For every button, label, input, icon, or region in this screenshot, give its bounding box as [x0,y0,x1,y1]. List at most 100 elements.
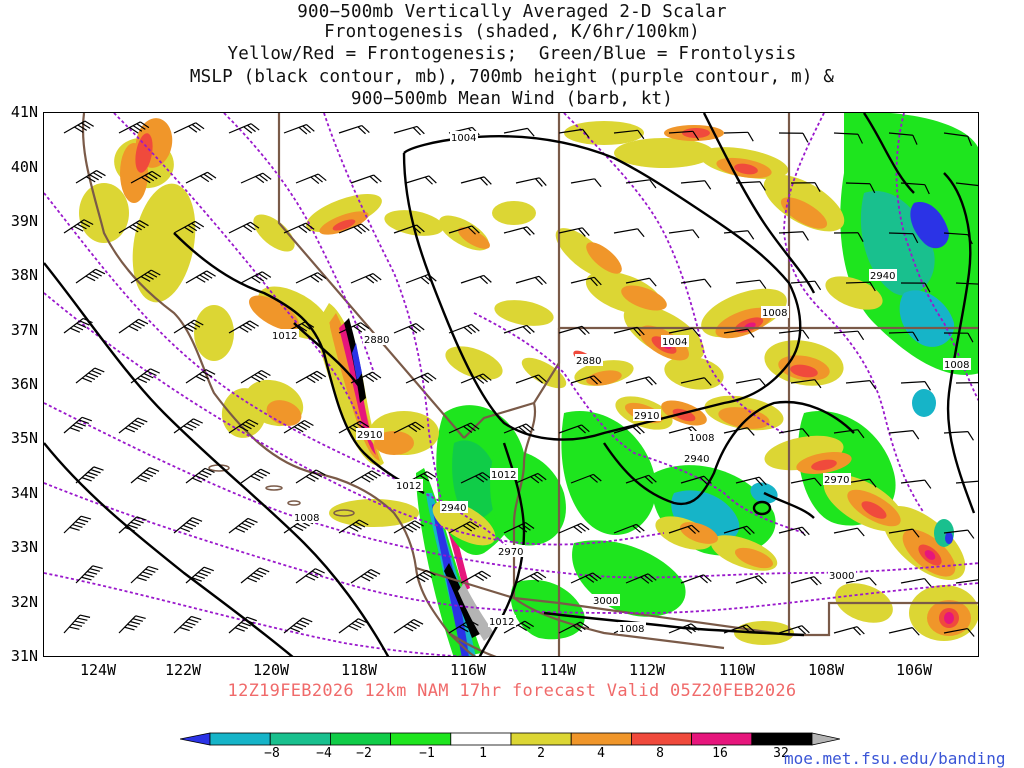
wind-barb [558,128,590,138]
wind-barb [63,120,94,134]
island-outline [265,485,283,491]
lat-label: 32N [10,593,38,611]
svg-text:1008: 1008 [762,308,787,319]
height-label: 2910 [356,428,384,441]
wind-barb [900,381,931,391]
frontogenesis-cell [735,547,773,569]
wind-barb [460,176,492,186]
colorbar-label: −2 [356,746,372,761]
wind-barb [503,423,535,434]
wind-barb [515,472,547,484]
colorbar-swatch [630,732,692,746]
wind-barb [295,469,326,484]
wind-barb [515,177,547,187]
lat-label: 33N [10,538,38,556]
border-line [414,567,477,656]
svg-text:1008: 1008 [619,624,644,635]
pressure-contour [44,442,294,656]
lat-label: 31N [10,647,38,665]
colorbar-swatch [751,732,813,746]
lat-label: 39N [10,212,38,230]
wind-barb [173,615,202,634]
wind-barb [460,274,492,285]
wind-barb [833,132,864,144]
island-outline [333,509,355,517]
wind-barb [460,373,492,384]
wind-barb [668,229,700,239]
border-line [448,632,497,656]
wind-barb [283,419,314,434]
svg-text:1012: 1012 [272,331,297,342]
svg-text:2970: 2970 [498,547,523,558]
frontogenesis-cell [825,276,883,310]
credit-link[interactable]: moe.met.fsu.edu/banding [784,749,1006,768]
wind-barb [723,230,755,240]
wind-barb [240,271,272,284]
wind-barb [448,422,480,434]
wind-barb [185,566,214,584]
wind-barb [130,170,162,184]
wind-barb [778,428,810,438]
contour-labels: 1004 1008 1012 1012 1012 1004 1008 1008 1008 1008… [271,131,971,635]
wind-barb [625,277,657,287]
frontogenesis-band [352,343,362,381]
frontogenesis-band [458,583,494,641]
colorbar-label: 2 [537,746,545,761]
height-contour [783,113,925,514]
wind-barb [350,371,382,384]
frontogenesis-cell [945,532,953,544]
wind-barb [900,479,932,489]
wind-barb [185,171,217,184]
wind-barb [75,466,104,484]
wind-barb [338,618,368,634]
frontogenesis-cell [944,612,954,624]
frontogenesis-cell [621,285,667,311]
pressure-contour [44,262,390,656]
pressure-label: 1008 [943,358,971,371]
wind-barb [613,129,645,140]
wind-barb [943,232,973,245]
lat-label: 40N [10,158,38,176]
svg-text:1012: 1012 [396,481,421,492]
wind-barb [680,377,712,386]
frontogenesis-cell [458,227,490,249]
wind-barb [405,569,436,584]
pressure-label: 1004 [450,131,478,144]
wind-barb [613,425,645,435]
wind-barb [680,180,712,190]
wind-barb [790,477,822,487]
wind-barb [723,427,755,436]
border-line [513,597,725,650]
height-label: 2880 [363,333,391,346]
frontogenesis-cell [586,242,622,274]
wind-barb [735,279,767,289]
pressure-contour [543,611,805,637]
wind-barb [955,182,978,187]
wind-barb [350,470,381,484]
wind-barb [503,226,535,236]
frontogenesis-band [339,323,376,455]
wind-barb [283,124,315,135]
svg-text:1008: 1008 [689,433,714,444]
wind-barb [75,367,105,384]
wind-barb [833,330,865,341]
border-line [81,113,418,569]
wind-barb [448,225,480,235]
lat-label: 38N [10,266,38,284]
wind-barb [350,273,382,284]
wind-barb [130,368,160,384]
height-contour [113,113,365,434]
pressure-contour [402,134,802,441]
frontogenesis-cell [445,346,503,380]
frontogenesis-cell [253,214,295,252]
colorbar-label: −4 [316,746,332,761]
wind-barb [350,568,381,584]
wind-barb [888,528,920,538]
wind-barb [405,175,437,185]
wind-barb [185,369,216,384]
pressure-label: 1004 [661,335,689,348]
svg-text:2940: 2940 [870,271,895,282]
map-canvas: 1004 1008 1012 1012 1012 1004 1008 1008 1008 1008… [44,113,978,656]
colorbar-label: 8 [656,746,664,761]
wind-barb [888,331,919,342]
